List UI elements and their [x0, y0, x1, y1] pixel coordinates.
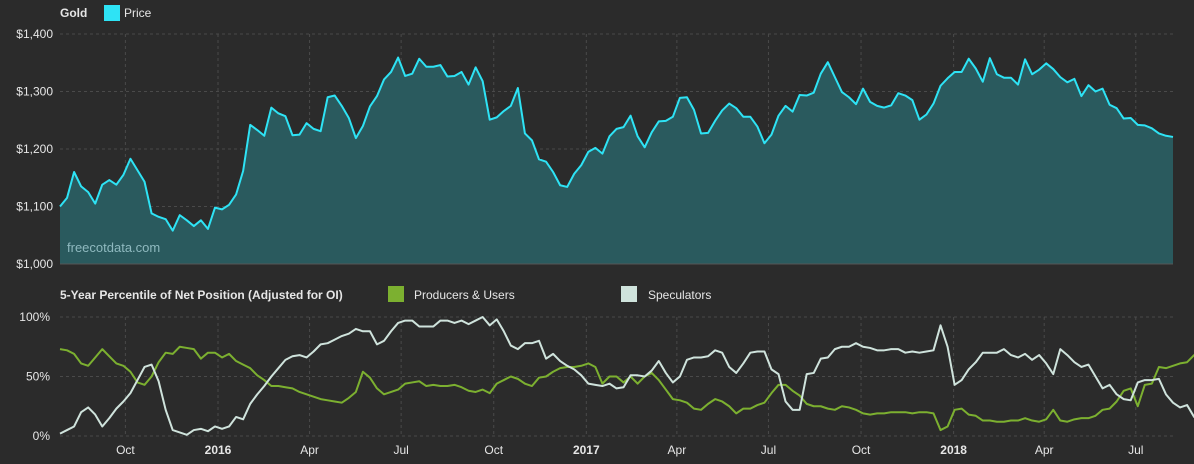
- x-tick-label: Jul: [1128, 443, 1143, 457]
- percentile-y-axis: 0% 50% 100%: [19, 310, 50, 443]
- price-y-tick-label: $1,300: [16, 85, 53, 99]
- producers-legend-swatch[interactable]: [388, 286, 404, 302]
- price-chart-title: Gold: [60, 6, 87, 20]
- percentile-grid: [60, 316, 1173, 437]
- x-tick-label: 2016: [205, 443, 232, 457]
- x-tick-label: 2018: [940, 443, 967, 457]
- x-tick-label: Apr: [300, 443, 319, 457]
- price-y-tick-label: $1,400: [16, 27, 53, 41]
- x-tick-label: 2017: [573, 443, 600, 457]
- x-tick-label: Apr: [668, 443, 687, 457]
- percentile-chart-title: 5-Year Percentile of Net Position (Adjus…: [60, 288, 343, 302]
- percentile-y-tick-label: 0%: [33, 429, 51, 443]
- price-area-fill: [60, 57, 1173, 264]
- percentile-y-tick-label: 100%: [19, 310, 50, 324]
- speculators-legend-swatch[interactable]: [621, 286, 637, 302]
- x-tick-label: Oct: [852, 443, 871, 457]
- price-y-axis: $1,000 $1,100 $1,200 $1,300 $1,400: [16, 27, 53, 271]
- x-tick-label: Oct: [116, 443, 135, 457]
- price-y-tick-label: $1,100: [16, 200, 53, 214]
- price-line[interactable]: [59, 56, 1174, 232]
- x-tick-label: Jul: [761, 443, 776, 457]
- watermark: freecotdata.com: [67, 240, 160, 255]
- x-axis: Oct 2016 Apr Jul Oct 2017 Apr Jul Oct 2018 Apr Jul: [116, 443, 1143, 457]
- percentile-y-tick-label: 50%: [26, 370, 50, 384]
- price-legend-label[interactable]: Price: [124, 6, 152, 20]
- price-y-tick-label: $1,000: [16, 257, 53, 271]
- percentile-lines-group: [59, 316, 1194, 436]
- price-y-tick-label: $1,200: [16, 142, 53, 156]
- producers-users-line[interactable]: [59, 345, 1194, 432]
- price-area-group: [59, 56, 1174, 265]
- producers-legend-label[interactable]: Producers & Users: [414, 288, 515, 302]
- x-tick-label: Oct: [484, 443, 503, 457]
- x-tick-label: Jul: [393, 443, 408, 457]
- x-tick-label: Apr: [1035, 443, 1054, 457]
- speculators-line[interactable]: [59, 316, 1194, 436]
- speculators-legend-label[interactable]: Speculators: [648, 288, 711, 302]
- price-legend-swatch[interactable]: [104, 5, 120, 21]
